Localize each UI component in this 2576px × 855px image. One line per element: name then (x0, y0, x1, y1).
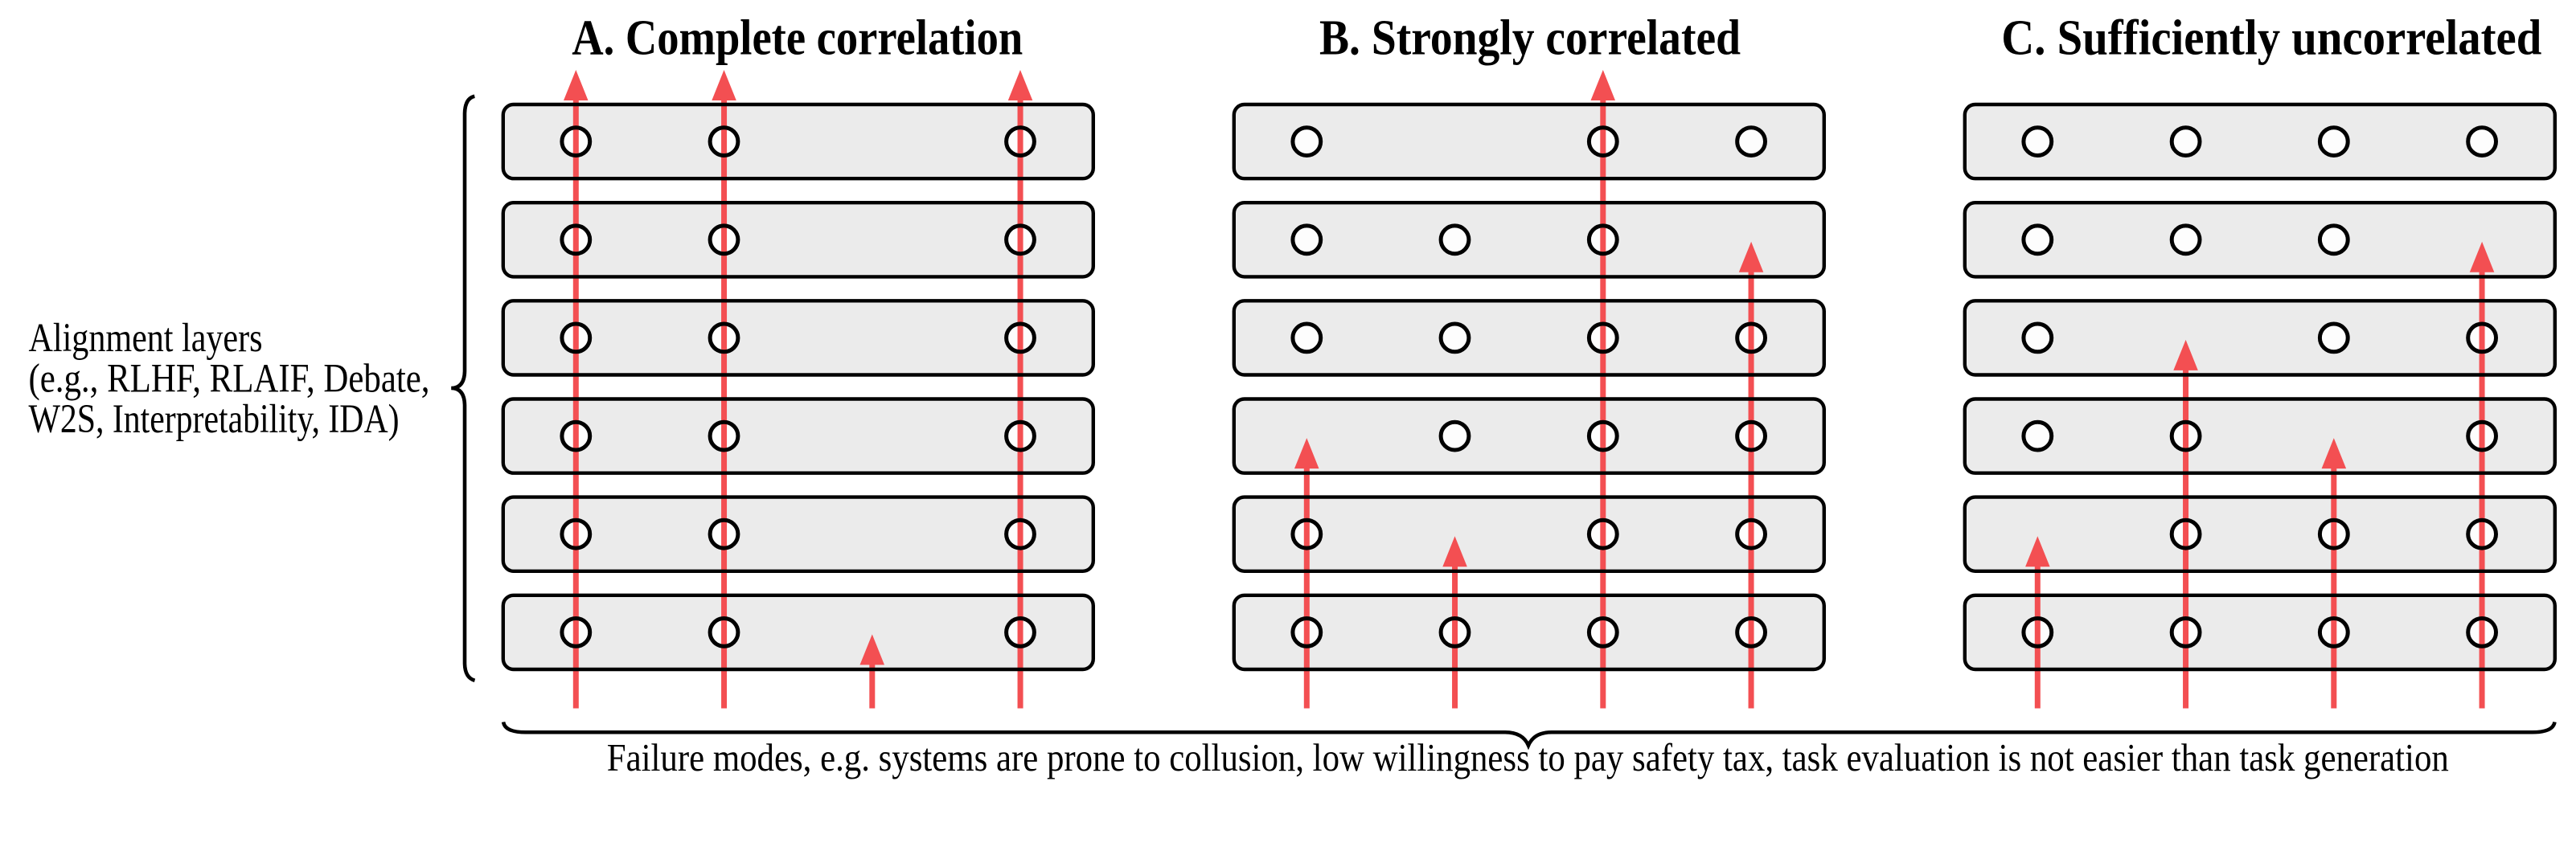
svg-text:Alignment layers: Alignment layers (29, 315, 263, 360)
svg-text:W2S, Interpretability, IDA): W2S, Interpretability, IDA) (29, 396, 400, 441)
svg-text:B. Strongly correlated: B. Strongly correlated (1319, 10, 1741, 65)
svg-text:A. Complete correlation: A. Complete correlation (572, 10, 1023, 65)
svg-text:Failure modes, e.g. systems ar: Failure modes, e.g. systems are prone to… (607, 737, 2449, 779)
svg-text:(e.g., RLHF, RLAIF, Debate,: (e.g., RLHF, RLAIF, Debate, (29, 355, 430, 400)
svg-text:C. Sufficiently uncorrelated: C. Sufficiently uncorrelated (2001, 10, 2541, 65)
